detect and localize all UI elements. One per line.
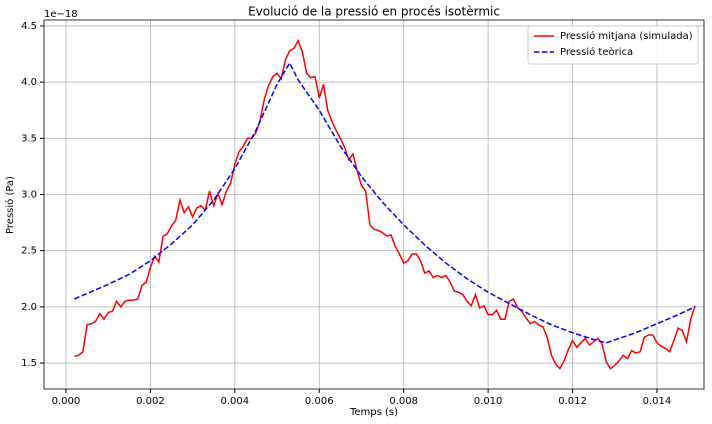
legend-label: Pressió teòrica bbox=[560, 46, 633, 58]
y-offset-label: 1e−18 bbox=[44, 9, 78, 20]
x-axis-label: Temps (s) bbox=[349, 407, 398, 418]
y-tick-label: 3.0 bbox=[21, 189, 37, 200]
y-tick-label: 4.5 bbox=[21, 21, 37, 32]
y-tick-label: 2.0 bbox=[21, 302, 37, 313]
x-tick-label: 0.012 bbox=[558, 396, 587, 407]
data-line bbox=[74, 61, 696, 344]
x-tick-label: 0.000 bbox=[52, 396, 81, 407]
chart-title: Evolució de la pressió en procés isotèrm… bbox=[248, 5, 500, 19]
y-tick-label: 3.5 bbox=[21, 133, 37, 144]
legend-label: Pressió mitjana (simulada) bbox=[560, 30, 693, 42]
x-tick-label: 0.008 bbox=[389, 396, 418, 407]
data-line bbox=[74, 38, 696, 370]
x-tick-label: 0.004 bbox=[220, 396, 249, 407]
y-axis-label: Pressió (Pa) bbox=[4, 176, 16, 234]
plot-frame bbox=[43, 19, 705, 390]
x-tick-label: 0.002 bbox=[136, 396, 165, 407]
x-tick-label: 0.006 bbox=[305, 396, 334, 407]
y-tick-label: 1.5 bbox=[21, 358, 37, 369]
y-tick-label: 2.5 bbox=[21, 246, 37, 257]
y-tick-label: 4.0 bbox=[21, 77, 37, 88]
x-tick-label: 0.010 bbox=[474, 396, 503, 407]
legend-box bbox=[527, 25, 699, 65]
x-tick-label: 0.014 bbox=[643, 396, 672, 407]
